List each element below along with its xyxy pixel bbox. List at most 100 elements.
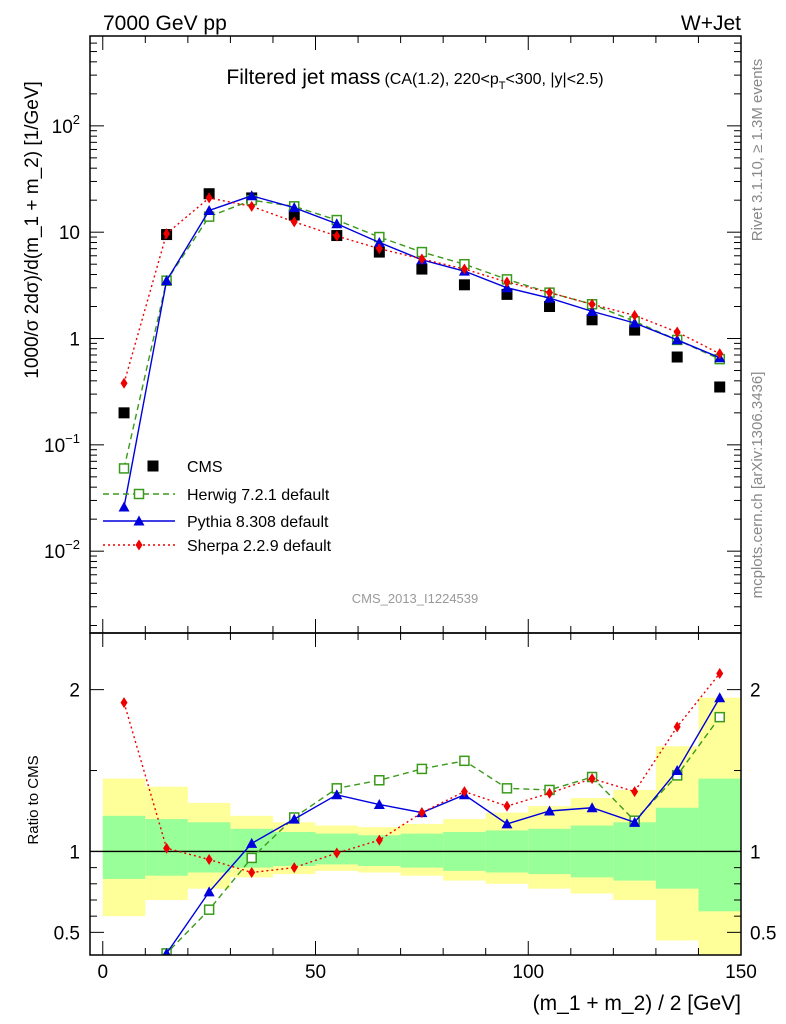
ratio-point-pythia <box>544 805 556 816</box>
main-y-axis-label: 1000/σ 2dσ)/d(m_1 + m_2) [1/GeV] <box>22 81 43 379</box>
ratio-y-tick-label-right: 2 <box>750 681 761 702</box>
ratio-line-sherpa <box>123 673 721 874</box>
x-tick-label: 50 <box>305 962 326 983</box>
rivet-label: Rivet 3.1.10, ≥ 1.3M events <box>749 59 766 242</box>
ratio-uncertainty-bands <box>90 697 741 955</box>
data-point-pythia <box>246 190 258 201</box>
data-point-sherpa <box>546 287 554 299</box>
ratio-point-sherpa <box>290 862 298 874</box>
legend-marker-sherpa <box>135 539 143 551</box>
data-point-sherpa <box>503 276 511 288</box>
legend-entry-herwig: Herwig 7.2.1 default <box>103 487 330 504</box>
series-line-sherpa <box>123 197 721 384</box>
ratio-y-tick-label-left: 0.5 <box>54 923 80 944</box>
main-panel-ticks <box>90 35 742 633</box>
data-point-sherpa <box>163 228 171 240</box>
x-axis-label: (m_1 + m_2) / 2 [GeV] <box>533 992 741 1015</box>
main-y-tick-label: 10−1 <box>44 431 80 457</box>
ratio-point-sherpa <box>673 721 681 733</box>
legend-label-sherpa: Sherpa 2.2.9 default <box>187 538 332 555</box>
ratio-point-pythia <box>671 765 683 776</box>
legend: CMS Herwig 7.2.1 default Pythia 8.308 defa… <box>103 459 332 555</box>
data-point-cms <box>671 351 683 363</box>
ratio-point-sherpa <box>546 787 554 799</box>
data-point-cms <box>586 314 598 326</box>
data-point-pythia <box>671 334 683 345</box>
legend-entry-sherpa: Sherpa 2.2.9 default <box>103 538 332 555</box>
legend-marker-cms <box>147 460 159 472</box>
data-point-sherpa <box>418 253 426 265</box>
ratio-point-sherpa <box>333 847 341 859</box>
data-point-sherpa <box>673 326 681 338</box>
data-point-sherpa <box>205 192 213 204</box>
ratio-point-herwig <box>203 904 215 915</box>
legend-label-cms: CMS <box>187 459 223 476</box>
plot-title-sub-suffix: <300, |y|<2.5) <box>505 71 603 88</box>
legend-marker-herwig <box>133 488 145 500</box>
ratio-y-tick-label-right: 0.5 <box>750 923 776 944</box>
ratio-y-axis-label: Ratio to CMS <box>25 755 42 844</box>
analysis-id-label: CMS_2013_I1224539 <box>352 591 479 606</box>
ratio-point-pythia <box>586 802 598 813</box>
ratio-point-herwig <box>246 852 257 864</box>
main-panel: 10−2 10−1 1 10 102 Filtered jet mass (CA(1.2)… <box>22 35 742 634</box>
series-sherpa <box>120 192 724 389</box>
data-point-cms <box>118 407 130 419</box>
band-inner <box>400 833 444 868</box>
ratio-point-sherpa <box>418 807 426 819</box>
legend-entry-cms: CMS <box>147 459 223 476</box>
ratio-point-sherpa <box>205 854 213 866</box>
data-point-sherpa <box>588 298 596 310</box>
ratio-panel-ticks <box>90 633 742 955</box>
ratio-point-herwig <box>374 774 385 786</box>
data-point-sherpa <box>460 263 468 275</box>
ratio-point-sherpa <box>248 866 256 878</box>
ratio-panel-frame <box>89 632 742 956</box>
ratio-point-herwig <box>714 711 725 723</box>
plot-title-sub-subscript: T <box>499 80 506 92</box>
ratio-x-tick-labels: 0 50 100 150 <box>97 962 756 983</box>
legend-marker-pythia <box>133 515 145 526</box>
ratio-point-sherpa <box>631 786 639 798</box>
ratio-y-tick-label-right: 1 <box>750 842 761 863</box>
main-y-tick-label: 10−2 <box>44 537 80 563</box>
x-tick-label: 0 <box>97 962 108 983</box>
ratio-y-tick-label-left: 1 <box>69 842 80 863</box>
ratio-series <box>120 667 726 955</box>
band-inner <box>102 815 146 879</box>
ratio-point-sherpa <box>716 667 724 679</box>
main-series <box>118 188 726 512</box>
data-point-sherpa <box>716 348 724 360</box>
plot-title: Filtered jet mass (CA(1.2), 220<pT<300, |… <box>226 66 603 92</box>
ratio-point-herwig <box>416 763 428 775</box>
legend-entry-pythia: Pythia 8.308 default <box>103 514 329 531</box>
data-point-cms <box>416 263 428 275</box>
ratio-point-pythia <box>629 816 641 827</box>
ratio-y-tick-label-left: 2 <box>69 681 80 702</box>
ratio-point-sherpa <box>460 786 468 798</box>
data-point-pythia <box>288 202 300 213</box>
main-y-tick-label: 10 <box>59 223 80 244</box>
ratio-point-sherpa <box>375 834 383 846</box>
ratio-point-pythia <box>203 886 215 897</box>
ratio-panel: 0.5 0.5 1 1 2 2 0 50 100 150 Ratio to CMS (m_1 +… <box>25 632 776 1015</box>
data-point-cms <box>629 324 641 336</box>
series-cms <box>118 188 726 419</box>
data-point-sherpa <box>290 216 298 228</box>
legend-label-pythia: Pythia 8.308 default <box>187 514 329 531</box>
data-point-pythia <box>203 204 215 215</box>
data-point-sherpa <box>333 230 341 242</box>
ratio-point-pythia <box>162 947 171 955</box>
band-inner <box>655 807 699 889</box>
legend-label-herwig: Herwig 7.2.1 default <box>187 487 330 504</box>
ratio-point-pythia <box>373 799 385 810</box>
x-tick-label: 150 <box>725 962 757 983</box>
ratio-point-pythia <box>288 813 300 824</box>
ratio-point-herwig <box>501 783 513 794</box>
data-point-sherpa <box>248 200 256 212</box>
plot-title-sub-prefix: (CA(1.2), 220<p <box>384 71 498 88</box>
ratio-point-pythia <box>331 789 343 800</box>
process-label: W+Jet <box>681 12 741 35</box>
ratio-line-herwig <box>157 716 721 955</box>
